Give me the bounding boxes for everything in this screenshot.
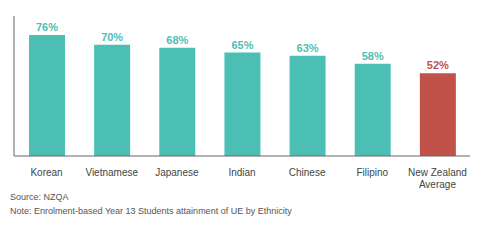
svg-text:58%: 58%: [362, 50, 384, 62]
svg-text:Chinese: Chinese: [289, 167, 326, 178]
html-text:Source: NZQA: Source: NZQA: [10, 192, 69, 202]
svg-text:65%: 65%: [231, 39, 253, 51]
svg-text:52%: 52%: [427, 59, 449, 71]
svg-text:New ZealandAverage: New ZealandAverage: [408, 167, 467, 190]
svg-text:Vietnamese: Vietnamese: [85, 167, 138, 178]
html-text:Note: Enrolment-based Year 13: Note: Enrolment-based Year 13 Students a…: [10, 206, 292, 216]
svg-text:Filipino: Filipino: [356, 167, 388, 178]
svg-text:70%: 70%: [101, 31, 123, 43]
svg-text:76%: 76%: [36, 21, 58, 33]
svg-text:63%: 63%: [297, 42, 319, 54]
svg-text:Japanese: Japanese: [155, 167, 199, 178]
svg-text:Indian: Indian: [228, 167, 255, 178]
svg-text:68%: 68%: [166, 34, 188, 46]
svg-text:Korean: Korean: [30, 167, 62, 178]
